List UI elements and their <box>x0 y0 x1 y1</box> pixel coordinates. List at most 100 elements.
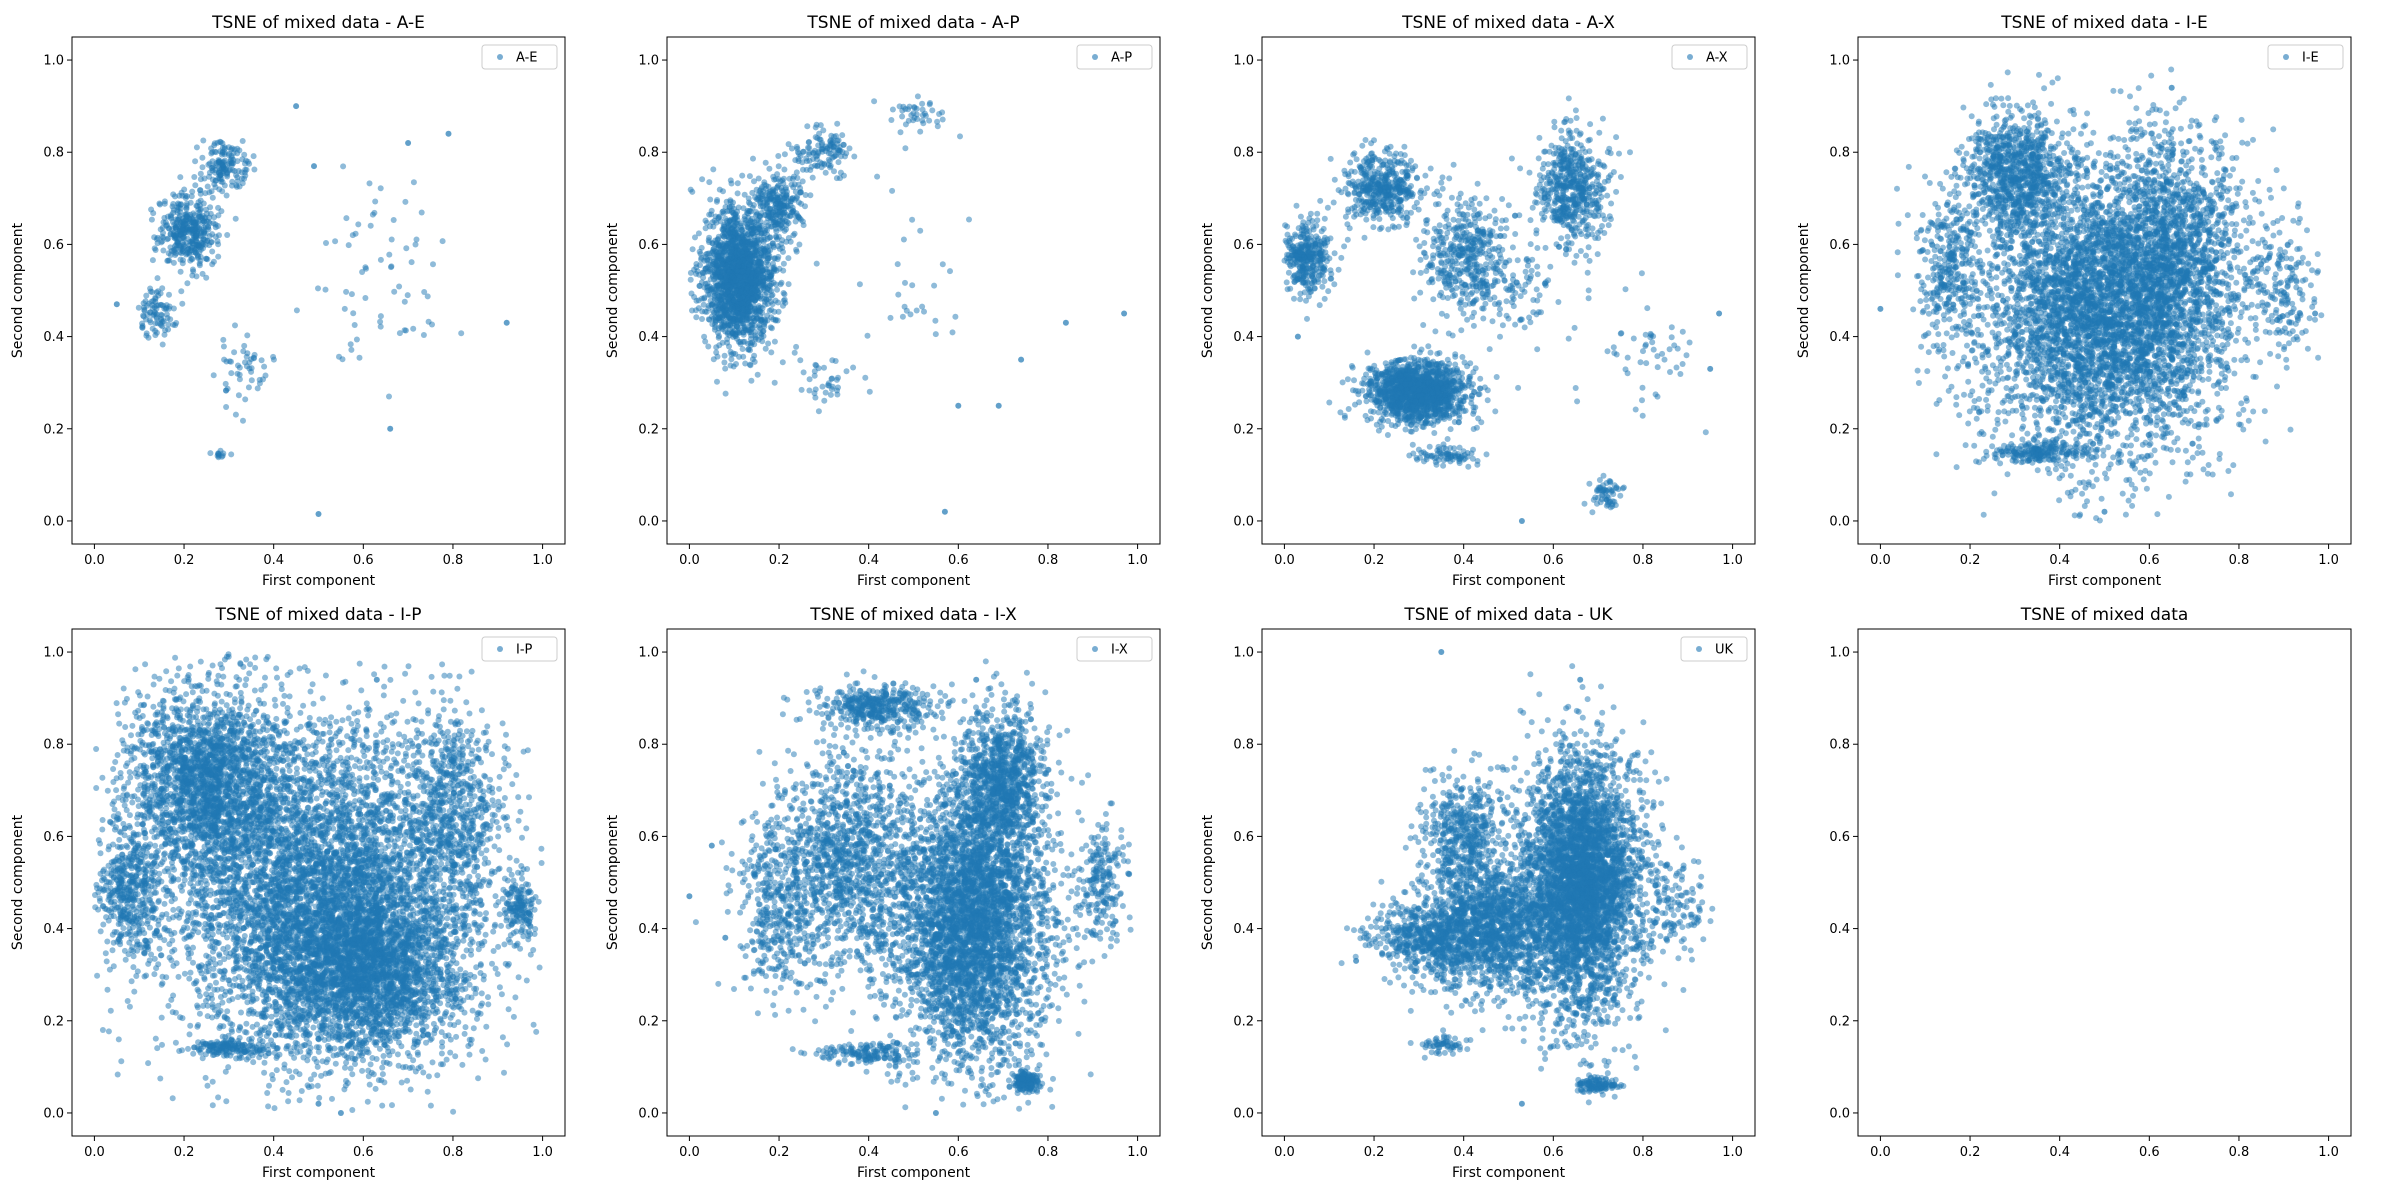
scatter-point <box>153 311 160 318</box>
scatter-point <box>746 208 753 215</box>
scatter-point <box>772 176 779 183</box>
scatter-point <box>806 139 812 145</box>
scatter-point <box>779 359 786 366</box>
scatter-point <box>783 194 790 201</box>
scatter-point <box>819 145 826 152</box>
scatter-point <box>700 274 707 281</box>
scatter-point <box>1326 399 1333 406</box>
scatter-point <box>749 295 756 302</box>
scatter-point <box>250 153 257 160</box>
y-tick-label: 0.4 <box>638 330 659 345</box>
scatter-point <box>174 239 181 246</box>
scatter-point <box>1401 356 1408 363</box>
scatter-point <box>734 190 741 197</box>
scatter-point <box>734 268 741 274</box>
scatter-point <box>1476 385 1483 392</box>
scatter-point <box>445 130 452 137</box>
scatter-point <box>1307 285 1314 292</box>
scatter-point <box>232 411 239 418</box>
scatter-point <box>767 282 774 289</box>
scatter-point <box>377 256 384 263</box>
scatter-point <box>763 296 770 303</box>
scatter-point <box>914 93 921 100</box>
scatter-point <box>952 313 959 320</box>
scatter-point <box>1374 402 1381 409</box>
scatter-point <box>712 306 719 313</box>
x-tick-label: 0.2 <box>174 553 195 568</box>
scatter-point <box>723 242 730 249</box>
scatter-point <box>871 98 878 105</box>
scatter-point <box>341 305 348 312</box>
scatter-point <box>749 286 756 292</box>
scatter-point <box>430 261 436 268</box>
scatter-point <box>780 297 787 304</box>
scatter-point <box>791 349 798 356</box>
scatter-point <box>418 209 425 216</box>
scatter-point <box>822 389 829 396</box>
scatter-point <box>718 318 725 325</box>
scatter-point <box>714 353 721 360</box>
scatter-point <box>722 390 729 397</box>
scatter-point <box>258 357 265 364</box>
scatter-point <box>751 178 757 185</box>
scatter-point <box>1407 367 1414 374</box>
scatter-point <box>177 174 184 181</box>
scatter-point <box>1373 421 1380 428</box>
scatter-point <box>1291 295 1297 302</box>
scatter-point <box>745 199 752 206</box>
scatter-point <box>182 220 189 227</box>
scatter-point <box>1392 359 1399 366</box>
scatter-point <box>792 218 799 225</box>
scatter-point <box>731 215 738 222</box>
scatter-point <box>862 374 869 381</box>
scatter-point <box>770 189 777 196</box>
scatter-point <box>713 219 720 226</box>
scatter-point <box>1287 285 1294 292</box>
scatter-point <box>168 215 175 222</box>
scatter-point <box>777 203 784 210</box>
scatter-point <box>172 224 179 231</box>
scatter-point <box>1289 252 1296 259</box>
scatter-point <box>1466 374 1473 380</box>
scatter-point <box>1303 241 1309 248</box>
scatter-point <box>1459 354 1466 360</box>
chart-title: TSNE of mixed data - A-P <box>806 13 1019 33</box>
scatter-point <box>712 318 719 325</box>
scatter-point <box>232 215 239 222</box>
legend: A-E <box>481 44 558 70</box>
scatter-point <box>793 246 800 253</box>
scatter-point <box>735 338 742 345</box>
scatter-point <box>1322 249 1329 256</box>
scatter-point <box>189 272 196 279</box>
scatter-point <box>199 164 206 171</box>
scatter-point <box>719 267 726 274</box>
scatter-point <box>1442 405 1449 412</box>
scatter-point <box>1360 380 1367 387</box>
scatter-point <box>728 246 735 253</box>
scatter-point <box>199 154 206 161</box>
scatter-point <box>1416 402 1423 409</box>
scatter-point <box>503 319 510 326</box>
scatter-point <box>1468 392 1475 399</box>
scatter-point <box>757 218 764 225</box>
scatter-point <box>1438 410 1445 417</box>
scatter-point <box>751 227 758 234</box>
scatter-point <box>377 185 384 192</box>
scatter-point <box>244 332 251 339</box>
scatter-point <box>140 300 147 307</box>
scatter-point <box>926 117 933 124</box>
scatter-point <box>797 357 804 364</box>
scatter-point <box>1384 363 1391 370</box>
legend-box <box>481 44 558 70</box>
scatter-point <box>159 285 166 292</box>
scatter-point <box>1380 411 1387 418</box>
scatter-point <box>178 288 185 295</box>
scatter-point <box>724 323 731 329</box>
scatter-point <box>707 223 713 230</box>
scatter-point <box>366 180 373 187</box>
scatter-point <box>1455 369 1462 376</box>
scatter-point <box>759 277 765 284</box>
scatter-point <box>403 245 410 252</box>
scatter-point <box>194 203 201 210</box>
scatter-point <box>739 233 746 239</box>
